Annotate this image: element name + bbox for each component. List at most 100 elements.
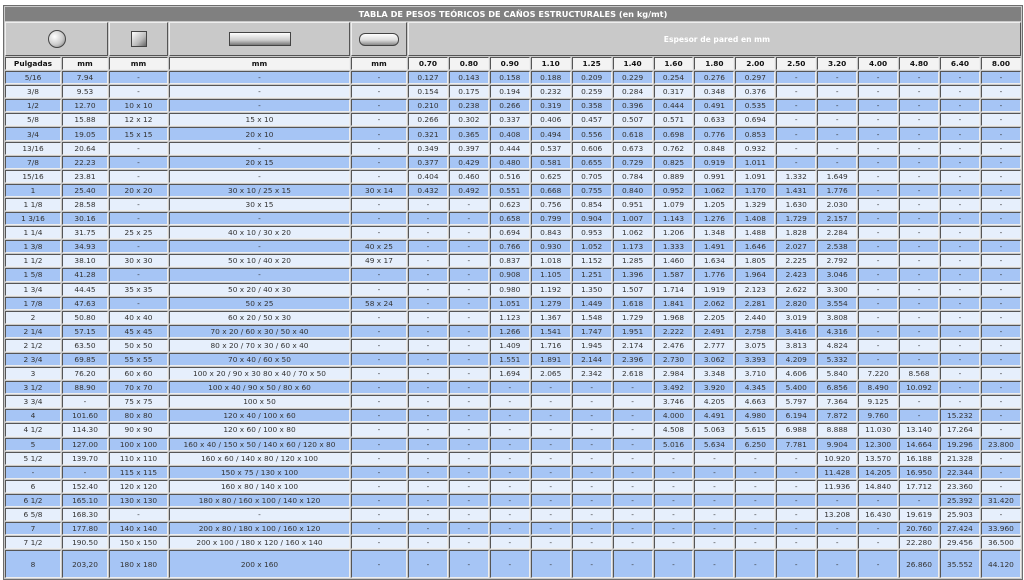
cell-weight: - <box>858 183 899 197</box>
cell-weight: - <box>612 536 653 550</box>
cell-weight: - <box>980 479 1021 493</box>
cell-rectangular-size: 70 x 20 / 60 x 30 / 50 x 40 <box>169 324 350 338</box>
cell-rectangular-size: 200 x 100 / 180 x 120 / 160 x 140 <box>169 536 350 550</box>
cell-weight: 35.552 <box>939 550 980 579</box>
cell-weight: 0.571 <box>653 113 694 127</box>
cell-weight: - <box>612 423 653 437</box>
cell-weight: 0.537 <box>530 141 571 155</box>
cell-weight: 7.220 <box>858 367 899 381</box>
cell-inches: 2 1/4 <box>5 324 61 338</box>
cell-mm-round: 165.10 <box>62 493 108 507</box>
cell-weight: 0.444 <box>653 99 694 113</box>
cell-weight: - <box>980 113 1021 127</box>
cell-weight: 2.538 <box>817 240 858 254</box>
cell-weight: - <box>489 465 530 479</box>
cell-weight: - <box>776 141 817 155</box>
cell-oval-size: 49 x 17 <box>351 254 407 268</box>
header-thickness: 2.00 <box>735 57 776 71</box>
cell-inches: 1 1/8 <box>5 197 61 212</box>
cell-oval-size: - <box>351 423 407 437</box>
oval-profile-cell <box>351 22 407 56</box>
cell-inches: 5 1/2 <box>5 451 61 465</box>
cell-weight: 0.358 <box>571 99 612 113</box>
table-row: 3 76.20 60 x 60 100 x 20 / 90 x 30 80 x 40 … <box>5 367 1021 381</box>
cell-weight: - <box>776 493 817 507</box>
cell-mm-round: 19.05 <box>62 127 108 141</box>
cell-weight: - <box>980 395 1021 409</box>
cell-weight: - <box>448 522 489 536</box>
cell-weight: - <box>448 226 489 240</box>
cell-weight: - <box>980 197 1021 212</box>
cell-weight: - <box>858 324 899 338</box>
cell-weight: 0.348 <box>694 85 735 99</box>
cell-weight: - <box>858 254 899 268</box>
cell-weight: 0.492 <box>448 183 489 197</box>
cell-weight: - <box>530 381 571 395</box>
cell-inches: 4 1/2 <box>5 423 61 437</box>
cell-weight: 2.758 <box>735 324 776 338</box>
cell-weight: 16.188 <box>899 451 939 465</box>
cell-weight: 1.350 <box>571 282 612 296</box>
cell-weight: 1.951 <box>612 324 653 338</box>
cell-rectangular-size: 60 x 20 / 50 x 30 <box>169 310 350 324</box>
cell-weight: 6.250 <box>735 437 776 451</box>
cell-weight: - <box>694 508 735 522</box>
cell-weight: 2.730 <box>653 352 694 367</box>
cell-weight: 0.618 <box>612 127 653 141</box>
cell-mm-round: 9.53 <box>62 85 108 99</box>
cell-inches: 3 1/2 <box>5 381 61 395</box>
cell-mm-round: 69.85 <box>62 352 108 367</box>
cell-weight: 0.776 <box>694 127 735 141</box>
cell-weight: - <box>612 522 653 536</box>
cell-inches: 2 3/4 <box>5 352 61 367</box>
cell-square-size: 20 x 20 <box>109 183 168 197</box>
cell-weight: 0.266 <box>489 99 530 113</box>
cell-weight: - <box>817 85 858 99</box>
table-row: 1/2 12.70 10 x 10- -0.210 0.238 0.266 0.319 0.3… <box>5 99 1021 113</box>
cell-oval-size: - <box>351 550 407 579</box>
cell-weight: 10.920 <box>817 451 858 465</box>
cell-weight: 1.828 <box>776 226 817 240</box>
cell-weight: - <box>858 536 899 550</box>
cell-weight: - <box>448 493 489 507</box>
cell-weight: - <box>408 197 448 212</box>
cell-weight: 1.348 <box>694 226 735 240</box>
cell-mm-round: 57.15 <box>62 324 108 338</box>
cell-weight: 0.848 <box>694 141 735 155</box>
cell-weight: - <box>735 550 776 579</box>
cell-weight: - <box>408 479 448 493</box>
cell-weight: 2.820 <box>776 296 817 310</box>
cell-weight: - <box>817 113 858 127</box>
cell-weight: 0.581 <box>530 155 571 169</box>
cell-weight: 0.705 <box>571 169 612 183</box>
table-row: 1 5/8 41.28- - - - -0.908 1.105 1.251 1.396 1.587… <box>5 268 1021 282</box>
cell-weight: - <box>489 409 530 423</box>
cell-weight: - <box>694 493 735 507</box>
cell-weight: - <box>612 550 653 579</box>
header-thickness: 0.80 <box>448 57 489 71</box>
cell-weight: 6.194 <box>776 409 817 423</box>
cell-weight: 0.259 <box>571 85 612 99</box>
cell-weight: - <box>448 367 489 381</box>
cell-inches: 6 5/8 <box>5 508 61 522</box>
header-thickness: 0.70 <box>408 57 448 71</box>
cell-weight: 9.760 <box>858 409 899 423</box>
cell-rectangular-size: 160 x 80 / 140 x 100 <box>169 479 350 493</box>
cell-weight: 2.792 <box>817 254 858 268</box>
cell-rectangular-size: 180 x 80 / 160 x 100 / 140 x 120 <box>169 493 350 507</box>
cell-oval-size: - <box>351 522 407 536</box>
cell-weight: 0.429 <box>448 155 489 169</box>
cell-mm-round: 41.28 <box>62 268 108 282</box>
cell-weight: - <box>612 381 653 395</box>
cell-weight: 0.154 <box>408 85 448 99</box>
cell-weight: 19.619 <box>899 508 939 522</box>
cell-weight: 3.019 <box>776 310 817 324</box>
cell-weight: 0.951 <box>612 197 653 212</box>
cell-weight: - <box>980 451 1021 465</box>
cell-weight: 2.065 <box>530 367 571 381</box>
cell-weight: - <box>980 508 1021 522</box>
cell-weight: - <box>776 99 817 113</box>
cell-weight: - <box>899 268 939 282</box>
cell-weight: 14.664 <box>899 437 939 451</box>
cell-weight: 0.825 <box>653 155 694 169</box>
